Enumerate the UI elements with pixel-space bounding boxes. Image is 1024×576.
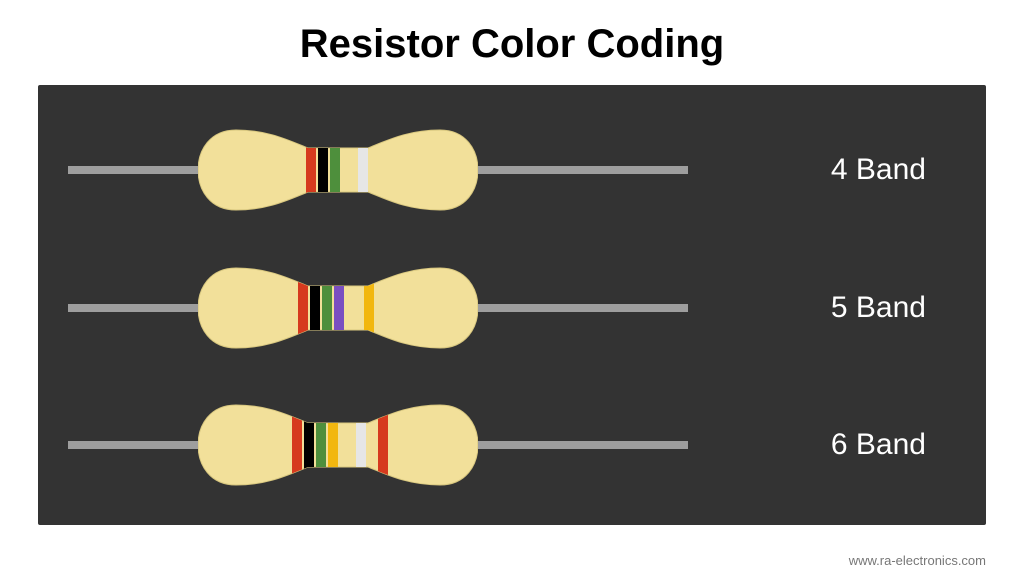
lead-left [68, 441, 198, 449]
diagram-panel: 4 Band 5 Band 6 Band [38, 85, 986, 525]
lead-right [478, 441, 688, 449]
row-label-six-band: 6 Band [831, 428, 926, 462]
resistor-body-six-band [198, 395, 478, 495]
attribution-text: www.ra-electronics.com [849, 553, 986, 568]
resistor-row-five-band: 5 Band [38, 248, 986, 368]
lead-right [478, 304, 688, 312]
page-title: Resistor Color Coding [0, 0, 1024, 85]
row-label-four-band: 4 Band [831, 153, 926, 187]
resistor-row-six-band: 6 Band [38, 385, 986, 505]
resistor-row-four-band: 4 Band [38, 110, 986, 230]
row-label-five-band: 5 Band [831, 291, 926, 325]
resistor-body-four-band [198, 120, 478, 220]
lead-left [68, 166, 198, 174]
lead-right [478, 166, 688, 174]
lead-left [68, 304, 198, 312]
resistor-body-five-band [198, 258, 478, 358]
